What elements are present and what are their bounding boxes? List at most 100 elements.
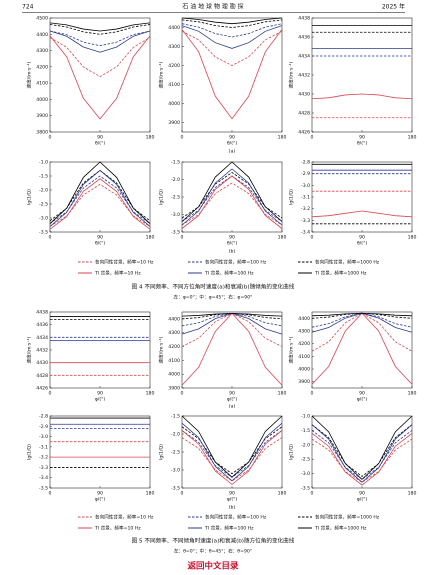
y-tick-label: -3.2 bbox=[39, 455, 48, 461]
series-line bbox=[311, 424, 413, 483]
legend-label: TI 背景，频率=100 Hz bbox=[204, 525, 254, 532]
legend-label: TI 背景，频率=10 Hz bbox=[94, 525, 141, 532]
y-tick-label: 4430 bbox=[298, 92, 310, 98]
y-tick-label: 4100 bbox=[168, 82, 180, 88]
x-tick-label: 90 bbox=[97, 391, 103, 397]
series-line bbox=[49, 30, 151, 53]
x-tick-label: 180 bbox=[408, 235, 417, 241]
series-line bbox=[311, 312, 413, 352]
y-tick-label: -3.5 bbox=[171, 230, 180, 236]
x-axis-label: θ/(°) bbox=[227, 241, 237, 247]
y-tick-label: -3.0 bbox=[301, 471, 310, 477]
series-line bbox=[181, 19, 283, 28]
y-tick-label: -3.3 bbox=[301, 218, 310, 224]
x-tick-label: 90 bbox=[359, 235, 365, 241]
y-tick-label: 4000 bbox=[168, 101, 180, 107]
series-line bbox=[181, 415, 283, 478]
x-axis-label: φ/(°) bbox=[357, 497, 368, 503]
x-tick-label: 90 bbox=[229, 135, 235, 141]
y-tick-label: -3.3 bbox=[39, 465, 48, 471]
x-axis-label: φ/(°) bbox=[227, 397, 238, 403]
series-line bbox=[181, 168, 283, 226]
y-tick-label: 4428 bbox=[36, 373, 48, 379]
x-tick-label: 180 bbox=[408, 135, 417, 141]
series-line bbox=[49, 30, 151, 47]
figure-subcaption: 左：θ=0°；中：θ=45°；右：θ=90° bbox=[174, 548, 252, 555]
figure-caption: 图 4 不同频率、不同方位角时速度(a)和衰减(b)随倾角的变化曲线 bbox=[132, 283, 295, 291]
legend-label: TI 背景，频率=1000 Hz bbox=[314, 270, 367, 277]
x-tick-label: 90 bbox=[229, 391, 235, 397]
y-tick-label: -3.0 bbox=[39, 434, 48, 440]
y-tick-label: -2.9 bbox=[39, 424, 48, 430]
legend-label: 各向同性背景，频率=1000 Hz bbox=[315, 514, 380, 521]
y-tick-label: -3.5 bbox=[39, 230, 48, 236]
y-tick-label: 4432 bbox=[298, 73, 310, 79]
y-tick-label: -1.0 bbox=[301, 414, 310, 420]
y-tick-label: -3.5 bbox=[301, 486, 310, 492]
panel-label: (a) bbox=[229, 404, 236, 410]
y-axis-label: lg(1/Q) bbox=[159, 444, 165, 460]
x-tick-label: 180 bbox=[408, 491, 417, 497]
series-line bbox=[311, 210, 413, 218]
x-tick-label: 180 bbox=[408, 391, 417, 397]
x-tick-label: 0 bbox=[181, 491, 184, 497]
series-line bbox=[181, 23, 283, 38]
series-line bbox=[311, 430, 413, 480]
x-tick-label: 180 bbox=[278, 491, 287, 497]
legend-label: 各向同性背景，频率=100 Hz bbox=[205, 514, 267, 521]
series-line bbox=[49, 178, 151, 230]
y-tick-label: 4000 bbox=[168, 372, 180, 378]
y-tick-label: 4400 bbox=[168, 316, 180, 322]
y-tick-label: -3.4 bbox=[301, 230, 310, 236]
y-tick-label: -2.0 bbox=[171, 432, 180, 438]
series-line bbox=[181, 17, 283, 25]
y-axis-label: lg(1/Q) bbox=[289, 444, 295, 460]
y-tick-label: 4438 bbox=[298, 16, 310, 22]
y-tick-label: -2.5 bbox=[171, 195, 180, 201]
y-axis-label: lg(1/Q) bbox=[27, 444, 33, 460]
y-axis-label: 速度/(m·s⁻¹) bbox=[158, 336, 165, 363]
x-tick-label: 180 bbox=[146, 391, 155, 397]
x-tick-label: 90 bbox=[229, 235, 235, 241]
figure-caption: 图 5 不同频率、不同倾角时速度(a)和衰减(b)随方位角的变化曲线 bbox=[132, 537, 295, 545]
y-tick-label: 4426 bbox=[36, 386, 48, 392]
y-tick-label: 4436 bbox=[298, 35, 310, 41]
legend-label: 各向同性背景，频率=10 Hz bbox=[95, 514, 154, 521]
panel-label: (b) bbox=[229, 249, 236, 255]
y-tick-label: 4300 bbox=[36, 48, 48, 54]
y-tick-label: -2.0 bbox=[301, 442, 310, 448]
x-tick-label: 0 bbox=[181, 235, 184, 241]
x-tick-label: 90 bbox=[359, 135, 365, 141]
y-tick-label: -2.0 bbox=[39, 188, 48, 194]
back-to-toc-link[interactable]: 返回中文目录 bbox=[187, 561, 239, 572]
panel-label: (b) bbox=[229, 505, 236, 511]
legend-label: TI 背景，频率=10 Hz bbox=[94, 270, 141, 277]
y-tick-label: 4400 bbox=[298, 316, 310, 322]
series-line bbox=[49, 35, 151, 120]
x-axis-label: φ/(°) bbox=[95, 497, 106, 503]
y-tick-label: 4100 bbox=[298, 354, 310, 360]
x-axis-label: θ/(°) bbox=[95, 141, 105, 147]
y-axis-label: lg(1/Q) bbox=[27, 189, 33, 205]
y-axis-label: 速度/(m·s⁻¹) bbox=[158, 61, 165, 88]
x-axis-label: φ/(°) bbox=[95, 397, 106, 403]
x-tick-label: 0 bbox=[311, 391, 314, 397]
x-tick-label: 0 bbox=[181, 135, 184, 141]
legend-label: 各向同性背景，频率=100 Hz bbox=[205, 259, 267, 266]
y-tick-label: -2.9 bbox=[301, 171, 310, 177]
series-line bbox=[181, 422, 283, 482]
series-line bbox=[181, 312, 283, 317]
x-tick-label: 0 bbox=[49, 491, 52, 497]
y-tick-label: -2.5 bbox=[301, 457, 310, 463]
x-tick-label: 0 bbox=[181, 391, 184, 397]
x-tick-label: 180 bbox=[278, 135, 287, 141]
y-tick-label: 4300 bbox=[168, 44, 180, 50]
y-tick-label: -2.8 bbox=[39, 414, 48, 420]
y-tick-label: -3.5 bbox=[39, 486, 48, 492]
page-number: 724 bbox=[22, 4, 34, 11]
series-line bbox=[49, 169, 151, 227]
series-line bbox=[311, 438, 413, 483]
y-tick-label: 4432 bbox=[36, 348, 48, 354]
